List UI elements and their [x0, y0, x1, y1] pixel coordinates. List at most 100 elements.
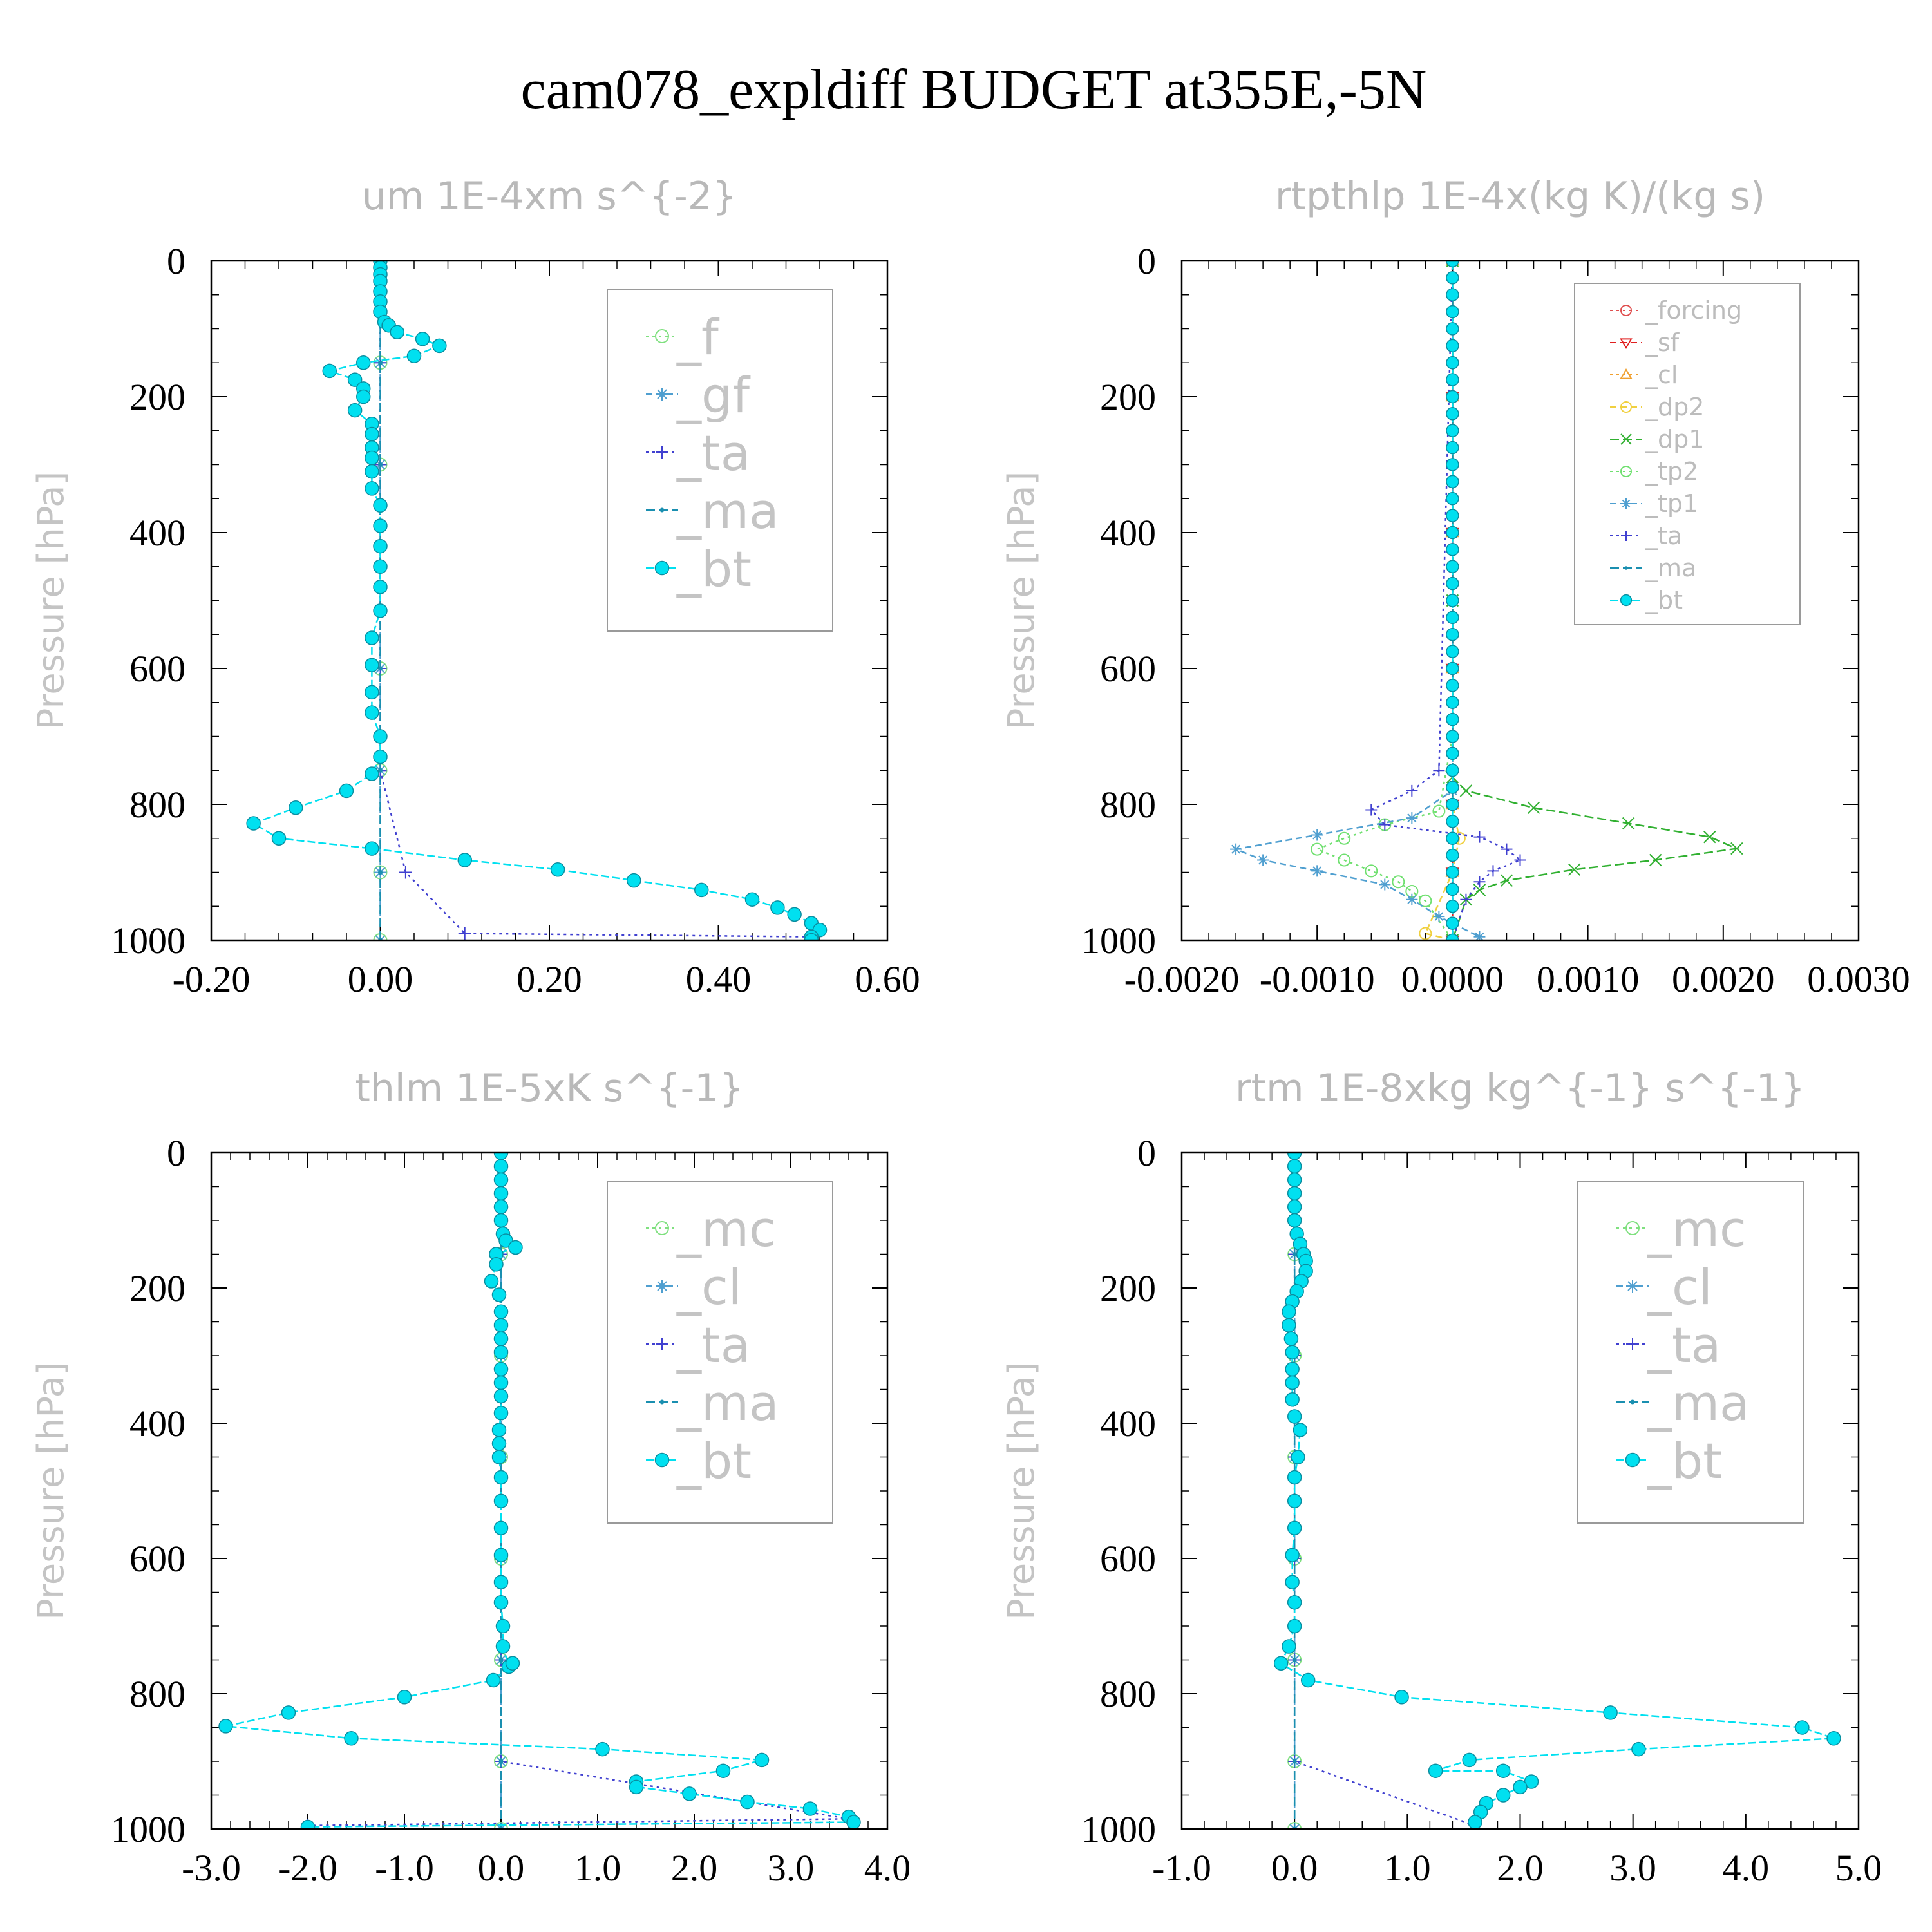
data-point [694, 882, 709, 898]
x-tick-label: 3.0 [768, 1847, 815, 1889]
y-tick-label: 200 [129, 1267, 185, 1309]
y-tick-label: 800 [1100, 1673, 1156, 1715]
legend-label: _sf [1645, 328, 1680, 357]
data-point [1624, 566, 1628, 570]
plot-frame [1180, 260, 1860, 942]
data-point [1285, 1392, 1300, 1407]
data-point [1620, 466, 1632, 477]
panel-title: thlm 1E-5xK s^{-1} [355, 1066, 743, 1111]
data-point [1446, 866, 1459, 879]
data-point [1620, 368, 1633, 379]
legend-label: _mc [1647, 1200, 1747, 1258]
data-point [289, 800, 303, 815]
legend-label: _ta [676, 424, 750, 482]
data-point [1287, 1595, 1302, 1610]
data-point [1285, 1548, 1300, 1562]
data-point [406, 348, 422, 363]
legend-label: _bt [1647, 1432, 1722, 1490]
data-point [356, 355, 371, 370]
y-tick-label: 400 [129, 1403, 185, 1444]
data-point [1446, 815, 1459, 828]
data-point [1406, 784, 1418, 797]
x-tick-label: 0.40 [686, 958, 752, 1000]
legend-label: _bt [676, 540, 752, 598]
legend-box [607, 289, 833, 632]
data-point [1495, 1788, 1511, 1803]
data-point [1446, 900, 1459, 913]
legend-label: _cl [1645, 361, 1678, 389]
data-point [1282, 1318, 1296, 1332]
data-point [1460, 893, 1472, 905]
x-tick-label: 4.0 [864, 1847, 911, 1889]
data-point [1446, 440, 1459, 455]
data-point [1446, 679, 1459, 692]
data-point [1338, 853, 1351, 867]
legend-label: _cl [676, 1258, 742, 1316]
data-point [373, 518, 388, 533]
data-point [1446, 322, 1459, 336]
data-point [378, 360, 383, 365]
data-point [656, 388, 668, 401]
data-point [1626, 1280, 1639, 1293]
legend-box [1577, 1181, 1804, 1524]
data-point [498, 1658, 504, 1662]
data-point [1287, 1159, 1302, 1174]
data-point [378, 462, 383, 467]
plot-frame [1180, 1151, 1860, 1830]
x-tick-label: -0.0020 [1124, 958, 1240, 1000]
y-tick-label: 0 [167, 1132, 185, 1174]
y-axis-label: Pressure [hPa] [1001, 471, 1043, 730]
chart-panel-3: thlm 1E-5xK s^{-1} Pressure [hPa] 0 200 400 6… [30, 1066, 911, 1889]
legend-label: _forcing [1645, 296, 1742, 325]
data-point [1287, 1618, 1302, 1634]
chart-panel-4: rtm 1E-8xkg kg^{-1} s^{-1} Pressure [hPa]… [1001, 1066, 1882, 1889]
data-point [1501, 843, 1513, 855]
data-point [493, 1318, 509, 1332]
data-point [493, 1493, 509, 1508]
data-point [1311, 842, 1324, 856]
data-point [656, 1338, 668, 1350]
y-tick-label: 400 [1100, 1403, 1156, 1444]
data-point [1446, 458, 1459, 471]
data-point [1419, 894, 1432, 907]
data-point [1446, 390, 1459, 404]
y-tick-label: 1000 [111, 920, 185, 961]
data-point [1446, 746, 1459, 761]
data-point [1433, 911, 1445, 923]
data-point [1446, 611, 1459, 625]
data-point [1282, 1639, 1296, 1654]
data-point [1446, 933, 1459, 940]
legend-label: _ta [1645, 522, 1682, 550]
series-line [251, 261, 821, 940]
data-point [1419, 927, 1432, 940]
data-point [1730, 842, 1743, 855]
data-point [495, 1618, 511, 1634]
data-point [486, 1672, 501, 1688]
x-tick-label: 0.0 [478, 1847, 525, 1889]
data-point [656, 1280, 668, 1293]
data-point [397, 1690, 412, 1705]
data-point [378, 666, 383, 671]
data-point [1446, 560, 1459, 573]
data-point [365, 464, 379, 479]
y-tick-label: 200 [129, 376, 185, 418]
data-point [1500, 874, 1513, 887]
data-point [1287, 1520, 1302, 1535]
data-point [1620, 433, 1632, 445]
data-point [1620, 594, 1633, 607]
data-point [1795, 1720, 1810, 1735]
data-point [373, 498, 388, 513]
data-point [491, 1450, 507, 1464]
data-point [1230, 843, 1242, 855]
data-point [495, 1639, 511, 1654]
x-tick-label: -1.0 [1152, 1847, 1211, 1889]
series-line [1370, 261, 1522, 940]
data-point [491, 1287, 507, 1302]
series-line [1314, 261, 1454, 940]
data-point [1446, 288, 1459, 301]
data-point [218, 1719, 233, 1734]
data-point [1365, 864, 1378, 878]
data-point [493, 1548, 509, 1562]
data-point [347, 372, 363, 387]
